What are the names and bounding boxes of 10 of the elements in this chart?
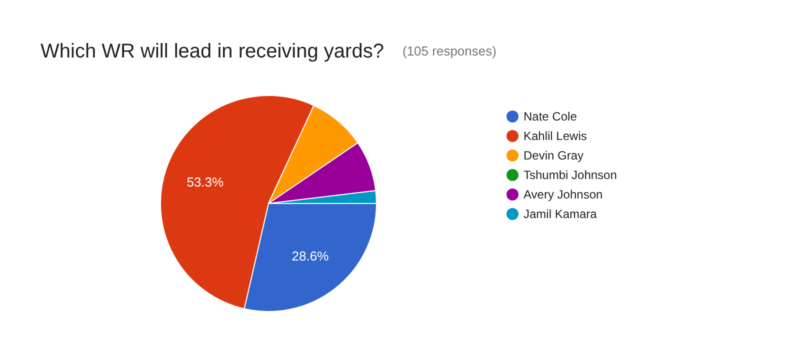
legend-label: Avery Johnson — [524, 188, 603, 202]
legend-label: Devin Gray — [524, 148, 584, 162]
legend-label: Tshumbi Johnson — [524, 168, 617, 182]
data-label: 28.6% — [292, 248, 330, 264]
legend-label: Jamil Kamara — [524, 207, 598, 221]
chart-title: Which WR will lead in receiving yards? — [40, 40, 384, 62]
chart-subtitle: (105 responses) — [402, 44, 496, 58]
legend-label: Nate Cole — [524, 110, 578, 124]
data-label: 53.3% — [186, 174, 224, 190]
legend-label: Kahlil Lewis — [524, 129, 587, 143]
